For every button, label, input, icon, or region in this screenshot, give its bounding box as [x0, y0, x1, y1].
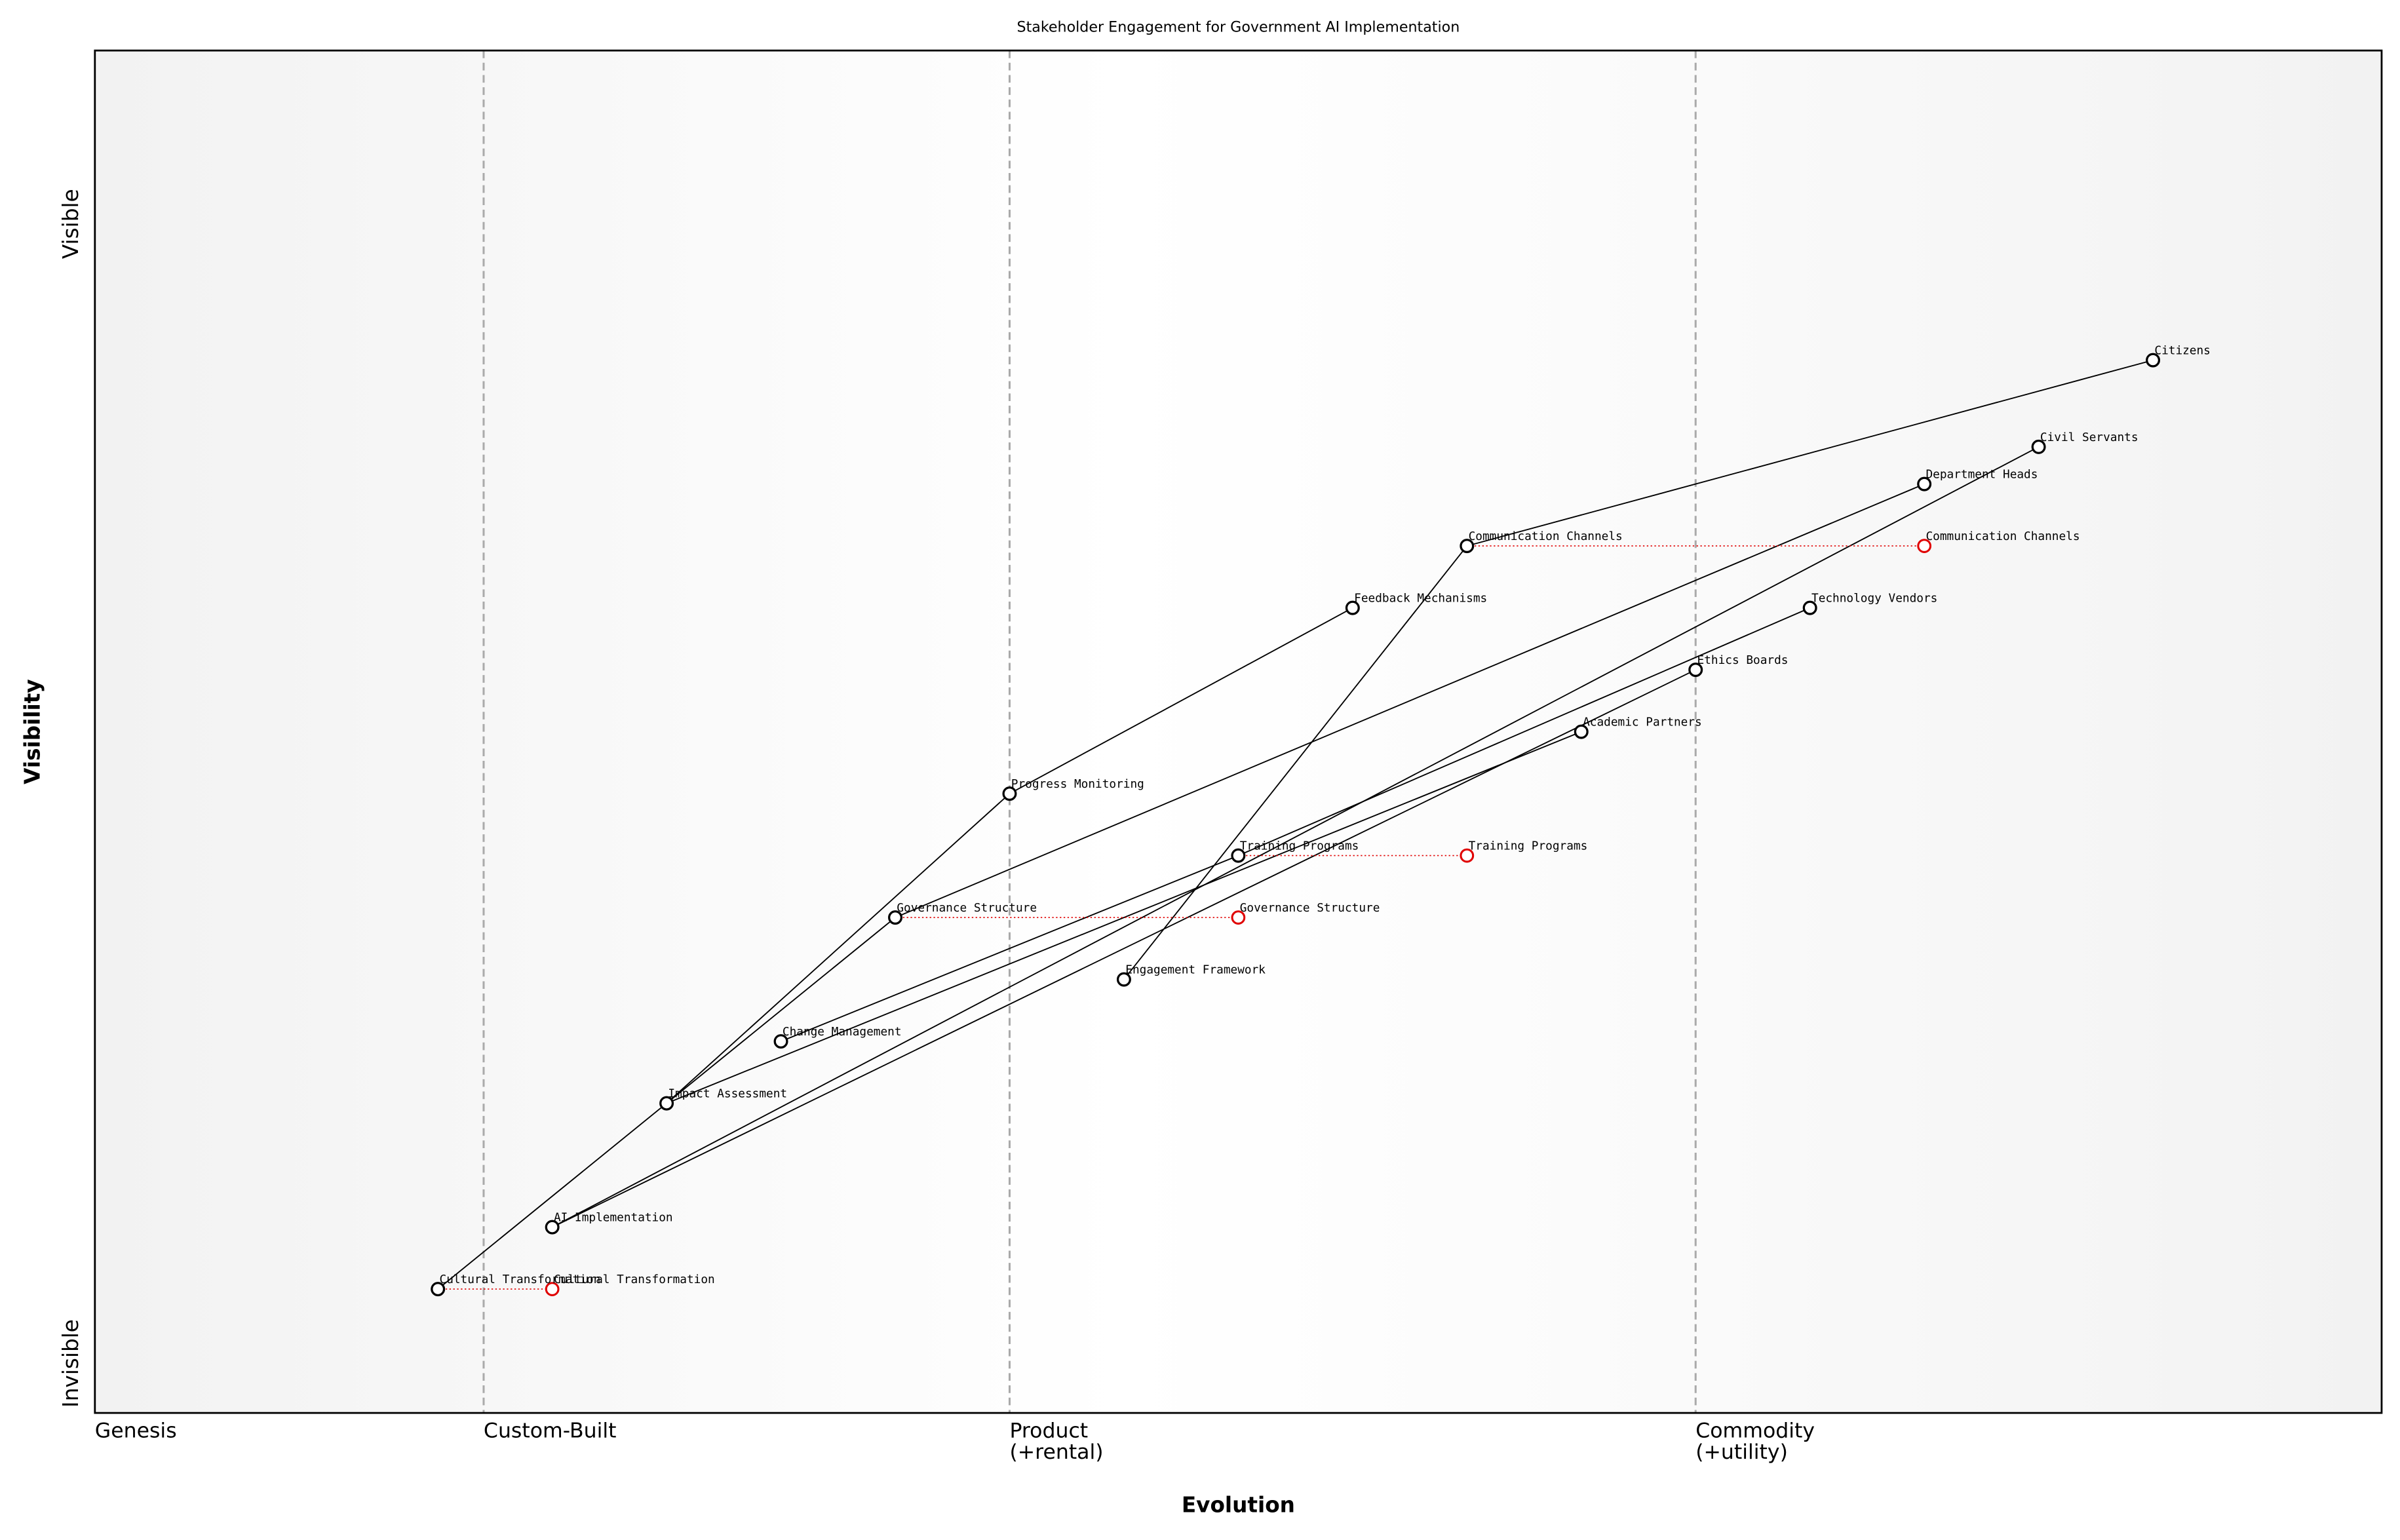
component [2031, 439, 2046, 454]
chart-title: Stakeholder Engagement for Government AI… [1017, 19, 1460, 36]
link [437, 1102, 667, 1290]
link [666, 917, 896, 1104]
component-label: Training Programs [1240, 840, 1359, 853]
link [1123, 545, 1468, 980]
link [1238, 607, 1811, 857]
link [666, 793, 1011, 1104]
component-label: Ethics Boards [1697, 654, 1789, 667]
component [545, 1220, 560, 1235]
component-label: Change Management [783, 1026, 902, 1039]
component [659, 1096, 674, 1111]
component-label: Department Heads [1926, 469, 2038, 482]
evolved-label: Communication Channels [1926, 530, 2080, 543]
component-label: Civil Servants [2040, 431, 2139, 444]
component [1231, 848, 1246, 863]
component [1574, 724, 1589, 739]
evolved-label: Training Programs [1469, 840, 1588, 853]
x-axis-label: Evolution [1182, 1493, 1295, 1518]
link [1009, 607, 1353, 794]
x-tick-label: Product (+rental) [1009, 1419, 1104, 1465]
component-label: Impact Assessment [668, 1088, 787, 1101]
x-tick-label: Commodity (+utility) [1695, 1419, 1815, 1465]
component-label: Progress Monitoring [1011, 778, 1144, 791]
link [781, 855, 1239, 1042]
component-label: Communication Channels [1469, 530, 1623, 543]
component-label: AI Implementation [554, 1212, 673, 1225]
link [895, 483, 1925, 918]
x-tick-label: Custom-Built [483, 1419, 617, 1444]
component [1460, 539, 1475, 554]
component [1917, 476, 1932, 491]
y-tick-label: Invisible [58, 1319, 83, 1408]
component-label: Cultural Transformation [440, 1273, 601, 1286]
evolved-component [545, 1282, 560, 1296]
component [1688, 663, 1703, 678]
component [431, 1282, 446, 1297]
plot-frame [94, 49, 2383, 1414]
component-label: Engagement Framework [1125, 964, 1266, 977]
component-label: Citizens [2154, 345, 2210, 358]
evolved-component [1231, 910, 1246, 925]
evolved-label: Cultural Transformation [554, 1273, 715, 1286]
component [1345, 600, 1360, 615]
x-tick-label: Genesis [94, 1419, 177, 1444]
component [1002, 786, 1017, 801]
component [773, 1034, 788, 1049]
component [1116, 972, 1131, 987]
component [1802, 600, 1817, 615]
component-label: Governance Structure [897, 902, 1037, 915]
component [888, 910, 902, 925]
component-label: Technology Vendors [1811, 592, 1937, 606]
link [552, 669, 1696, 1228]
evolved-component [1917, 539, 1932, 553]
plot-background [94, 50, 2382, 1414]
link [1467, 359, 2154, 547]
link [666, 731, 1582, 1104]
y-axis-label: Visibility [20, 679, 45, 784]
y-tick-label: Visible [58, 189, 83, 259]
evolved-component [1460, 848, 1475, 863]
evolved-label: Governance Structure [1240, 902, 1380, 915]
component [2146, 353, 2161, 368]
link [552, 446, 2040, 1228]
component-label: Academic Partners [1583, 716, 1702, 729]
component-label: Feedback Mechanisms [1354, 592, 1487, 606]
